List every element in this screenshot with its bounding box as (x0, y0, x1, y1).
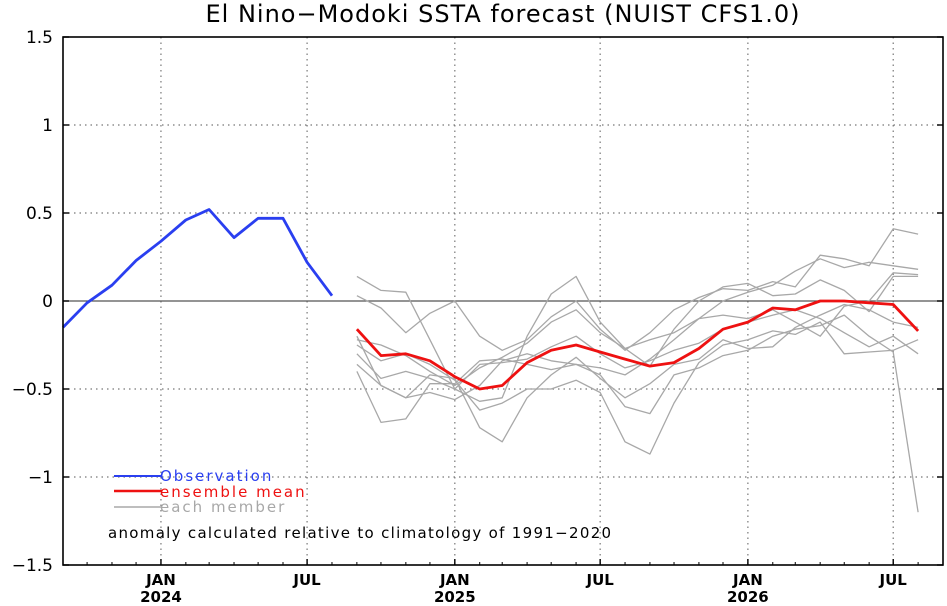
y-tick-label: −1.5 (12, 556, 53, 576)
ensemble-mean-series (355, 299, 920, 391)
observation-series (61, 208, 334, 329)
legend: Observation ensemble mean each member (114, 467, 307, 516)
y-tick-label: −1 (28, 468, 53, 488)
y-tick-label: 0 (42, 292, 53, 312)
x-tick-label: JAN (732, 571, 763, 589)
member-line (356, 275, 919, 402)
member-line (356, 309, 919, 390)
member-line (356, 303, 919, 443)
x-tick-label: JUL (879, 571, 908, 589)
legend-member-label: each member (160, 498, 286, 516)
member-line (356, 314, 919, 513)
legend-observation-label: Observation (160, 467, 273, 485)
observation-line (61, 208, 334, 329)
x-tick-year: 2025 (434, 588, 476, 606)
ensemble-mean-line (355, 299, 920, 391)
y-tick-label: 1 (42, 116, 53, 136)
x-tick-label: JUL (292, 571, 321, 589)
climatology-note: anomaly calculated relative to climatolo… (108, 524, 612, 542)
x-tick-year: 2026 (727, 588, 769, 606)
chart-title: El Nino−Modoki SSTA forecast (NUIST CFS1… (206, 0, 801, 28)
y-tick-label: 0.5 (26, 204, 53, 224)
member-lines (356, 228, 919, 513)
y-tick-label: −0.5 (12, 380, 53, 400)
y-axis: 1.5 1 0.5 0 −0.5 −1 −1.5 (12, 28, 943, 576)
x-tick-year: 2024 (140, 588, 182, 606)
member-line (356, 228, 919, 351)
y-tick-label: 1.5 (26, 28, 53, 48)
x-tick-label: JUL (585, 571, 614, 589)
legend-ensemble-mean-label: ensemble mean (160, 483, 307, 501)
x-tick-label: JAN (439, 571, 470, 589)
x-tick-label: JAN (145, 571, 176, 589)
member-line (356, 272, 919, 401)
